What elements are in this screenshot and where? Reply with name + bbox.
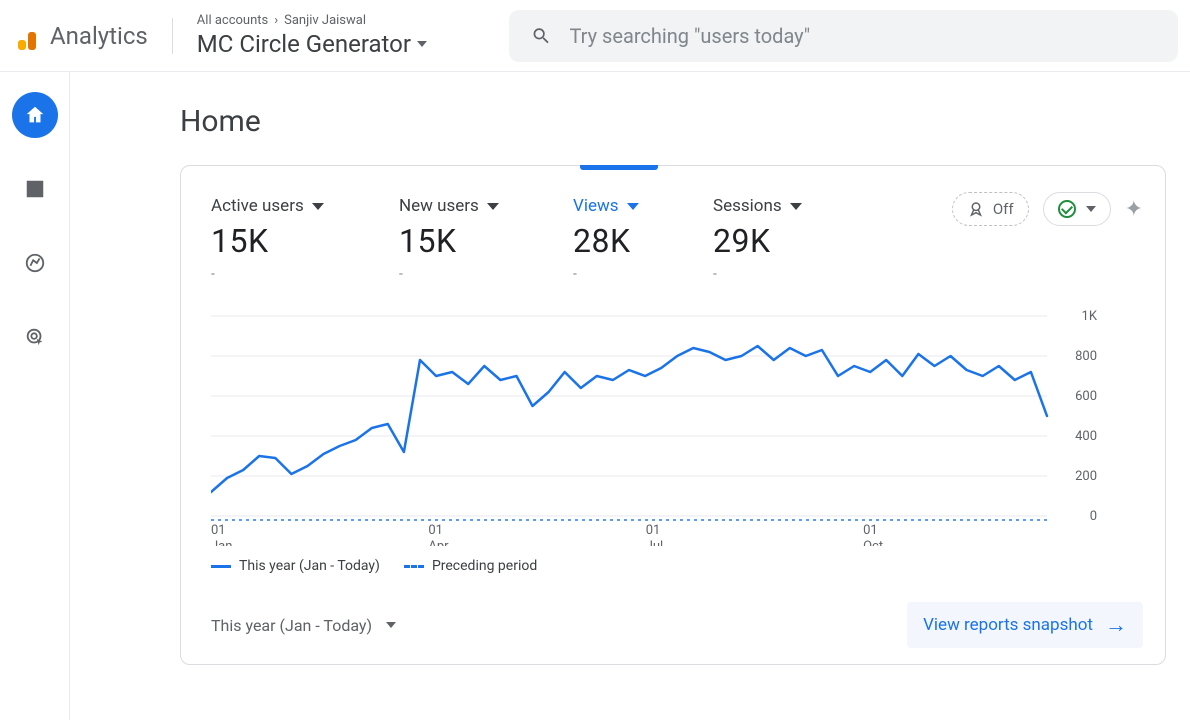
home-icon [24,104,46,126]
legend-line-dashed-icon [404,565,424,568]
main-content: Home Active users 15K - New users 15K - … [70,72,1190,720]
nav-explore-button[interactable] [12,240,58,286]
metric-views[interactable]: Views 28K - [573,196,713,282]
overview-card: Active users 15K - New users 15K - Views… [180,165,1166,665]
svg-text:600: 600 [1075,389,1097,404]
date-range-label: This year (Jan - Today) [211,616,372,635]
svg-text:Oct: Oct [863,539,883,546]
chart-svg: 02004006008001K01Jan01Apr01Jul01Oct [211,306,1131,546]
account-picker[interactable]: All accounts › Sanjiv Jaiswal MC Circle … [197,13,477,58]
caret-down-icon [386,622,396,628]
metric-new-users[interactable]: New users 15K - [399,196,573,282]
caret-down-icon [417,41,427,47]
snapshot-label: View reports snapshot [923,615,1093,635]
caret-down-icon [627,203,639,210]
svg-text:Jul: Jul [646,539,664,546]
svg-text:01: 01 [211,523,226,538]
medal-off-toggle[interactable]: Off [952,192,1029,226]
card-tools: Off ✦ [952,192,1143,226]
chevron-right-icon: › [274,13,278,28]
caret-down-icon [790,203,802,210]
check-circle-icon [1058,200,1076,218]
caret-down-icon [487,203,499,210]
status-check-dropdown[interactable] [1043,192,1111,226]
brand-block: Analytics [18,22,148,50]
metric-sub: - [573,266,713,282]
bar-chart-icon [24,178,46,200]
metric-sub: - [399,266,573,282]
svg-text:0: 0 [1090,509,1097,524]
svg-text:400: 400 [1075,429,1097,444]
svg-text:Apr: Apr [428,539,449,546]
legend-preceding: Preceding period [404,558,537,574]
property-name: MC Circle Generator [197,30,411,58]
sparkle-icon[interactable]: ✦ [1125,197,1143,222]
nav-home-button[interactable] [12,92,58,138]
trend-chart: 02004006008001K01Jan01Apr01Jul01Oct [211,306,1143,546]
left-nav [0,72,70,720]
svg-text:01: 01 [863,523,878,538]
date-range-selector[interactable]: This year (Jan - Today) [211,616,396,635]
metric-value: 15K [211,222,399,260]
brand-text: Analytics [50,22,148,50]
metric-label: Views [573,196,619,216]
metric-active-users[interactable]: Active users 15K - [211,196,399,282]
ga-logo-icon [18,22,36,50]
legend-label: Preceding period [432,558,537,574]
view-reports-snapshot-link[interactable]: View reports snapshot → [907,602,1143,648]
svg-text:Jan: Jan [211,539,232,546]
metric-sessions[interactable]: Sessions 29K - [713,196,893,282]
caret-down-icon [1086,206,1096,212]
medal-icon [967,200,985,218]
svg-text:1K: 1K [1082,309,1098,324]
nav-reports-button[interactable] [12,166,58,212]
divider [172,18,173,54]
target-click-icon [24,326,46,348]
nav-advertising-button[interactable] [12,314,58,360]
top-bar: Analytics All accounts › Sanjiv Jaiswal … [0,0,1190,72]
breadcrumb-account: Sanjiv Jaiswal [284,13,366,28]
metric-value: 28K [573,222,713,260]
search-input[interactable] [569,24,1156,48]
search-icon [531,25,552,47]
off-label: Off [993,200,1014,218]
explore-icon [24,252,46,274]
metric-value: 15K [399,222,573,260]
legend-this-year: This year (Jan - Today) [211,558,380,574]
svg-text:01: 01 [646,523,661,538]
caret-down-icon [312,203,324,210]
search-box[interactable] [509,10,1178,62]
svg-text:200: 200 [1075,469,1097,484]
breadcrumb-root: All accounts [197,13,268,28]
arrow-right-icon: → [1105,612,1127,638]
page-title: Home [180,104,1182,139]
legend-label: This year (Jan - Today) [239,558,380,574]
metric-sub: - [211,266,399,282]
metric-value: 29K [713,222,893,260]
chart-legend: This year (Jan - Today) Preceding period [211,558,1143,574]
svg-text:01: 01 [428,523,443,538]
metric-label: Sessions [713,196,782,216]
metric-sub: - [713,266,893,282]
svg-text:800: 800 [1075,349,1097,364]
metric-label: Active users [211,196,304,216]
breadcrumb: All accounts › Sanjiv Jaiswal [197,13,477,28]
metric-label: New users [399,196,479,216]
legend-line-solid-icon [211,565,231,568]
